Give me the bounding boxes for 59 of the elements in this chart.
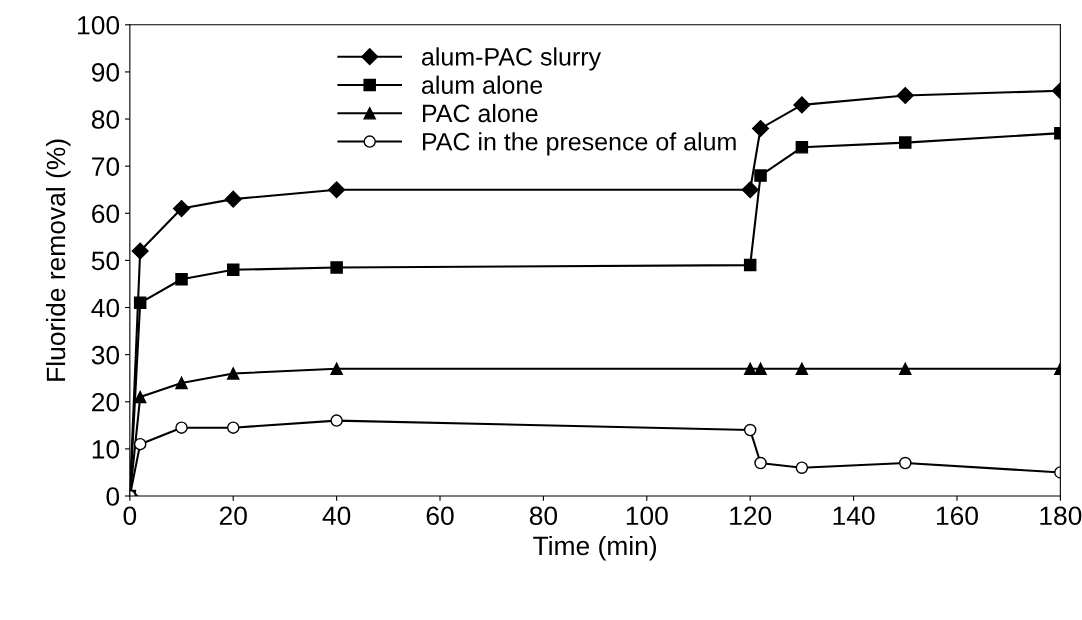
x-tick-label: 140 <box>833 506 875 526</box>
legend-label: alum-PAC slurry <box>422 47 602 71</box>
point <box>226 263 240 277</box>
point <box>754 169 767 182</box>
point <box>226 367 240 380</box>
y-tick-label: 50 <box>91 251 120 271</box>
y-tick-label: 30 <box>91 345 120 365</box>
y-tick-label: 100 <box>78 15 120 35</box>
point <box>328 181 346 199</box>
point <box>330 362 343 376</box>
point <box>795 141 809 154</box>
point <box>754 456 767 470</box>
point <box>175 376 188 390</box>
legend-label: alum alone <box>422 75 543 94</box>
y-tick-label: 40 <box>91 298 120 318</box>
x-tick-label: 60 <box>426 506 454 526</box>
point <box>131 242 149 260</box>
point <box>751 119 770 138</box>
point <box>754 362 767 376</box>
x-tick-label: 100 <box>626 506 668 526</box>
point <box>172 200 191 218</box>
y-axis-title: Fluoride removal (%) <box>45 139 71 381</box>
y-tick-label: 80 <box>91 110 120 129</box>
x-tick-label: 80 <box>529 506 558 526</box>
y-tick-label: 0 <box>106 487 120 506</box>
y-tick-label: 20 <box>92 392 120 412</box>
x-tick-label: 20 <box>219 506 247 526</box>
y-tick-label: 10 <box>92 440 120 459</box>
x-tick-label: 40 <box>322 506 351 526</box>
point <box>899 456 912 470</box>
point <box>133 390 147 404</box>
point <box>743 258 757 272</box>
point <box>743 362 757 376</box>
point <box>795 461 809 474</box>
point <box>133 296 147 310</box>
y-tick-label: 70 <box>92 157 120 176</box>
point <box>175 421 188 434</box>
point <box>899 362 912 376</box>
point <box>896 86 914 105</box>
y-tick-label: 60 <box>92 204 120 224</box>
x-tick-label: 0 <box>123 506 137 526</box>
point <box>795 362 809 376</box>
x-tick-label: 120 <box>730 506 772 526</box>
point <box>741 181 759 199</box>
point <box>175 272 188 286</box>
point <box>226 421 240 434</box>
x-tick-label: 180 <box>1040 506 1082 526</box>
legend-label: PAC alone <box>422 103 538 123</box>
point <box>793 96 811 114</box>
point <box>330 414 343 427</box>
point <box>133 437 147 451</box>
y-tick-label: 90 <box>92 63 120 82</box>
point <box>330 261 343 274</box>
point <box>743 423 757 437</box>
point <box>224 190 242 208</box>
legend-label: PAC in the presence of alum <box>422 132 736 156</box>
point <box>899 136 912 149</box>
x-tick-label: 160 <box>936 506 978 526</box>
x-axis-title: Time (min) <box>533 535 657 561</box>
